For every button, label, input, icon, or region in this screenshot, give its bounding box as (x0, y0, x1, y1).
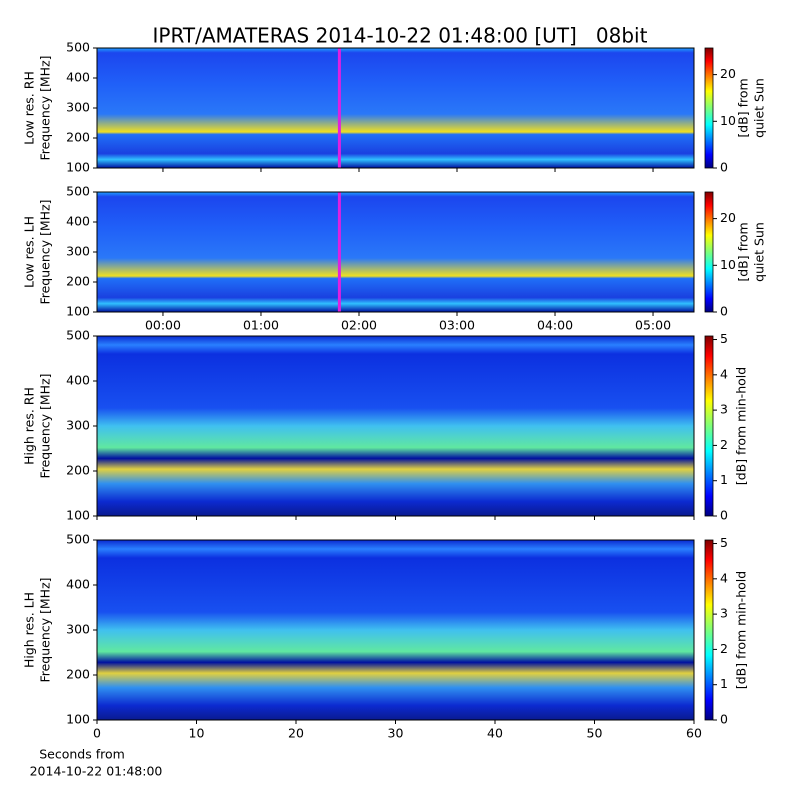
colorbar-label: [dB] from (736, 222, 751, 281)
y-axis-label: Frequency [MHz] (38, 577, 53, 682)
x-tick-label: 04:00 (537, 318, 573, 333)
x-tick-label: 03:00 (439, 318, 475, 333)
x-tick-label: 02:00 (341, 318, 377, 333)
colorbar-label: quiet Sun (752, 78, 767, 138)
colorbar-tick-label: 4 (720, 570, 728, 585)
y-tick-label: 200 (66, 274, 90, 289)
x-axis-label: Seconds from (39, 747, 125, 762)
y-tick-label: 300 (66, 418, 90, 433)
x-tick-label: 20 (288, 726, 304, 741)
y-tick-label: 400 (66, 70, 90, 85)
x-tick-label: 10 (189, 726, 205, 741)
colorbar-tick-label: 0 (720, 160, 728, 175)
y-tick-label: 400 (66, 373, 90, 388)
colorbar (704, 335, 714, 517)
colorbar-tick-label: 20 (720, 210, 736, 225)
y-axis-label: Frequency [MHz] (38, 199, 53, 304)
colorbar (704, 191, 714, 313)
y-axis-label: Frequency [MHz] (38, 55, 53, 160)
x-axis-label: 2014-10-22 01:48:00 (30, 764, 163, 779)
x-tick-label: 50 (587, 726, 603, 741)
figure-title: IPRT/AMATERAS 2014-10-22 01:48:00 [UT] 0… (153, 24, 648, 48)
y-axis-label: Frequency [MHz] (38, 373, 53, 478)
spectrogram (97, 540, 694, 720)
y-tick-label: 500 (66, 532, 90, 547)
y-tick-label: 100 (66, 160, 90, 175)
colorbar-tick-label: 2 (720, 641, 728, 656)
x-tick-label: 00:00 (145, 318, 181, 333)
colorbar-label: [dB] from (736, 78, 751, 137)
colorbar-label: quiet Sun (752, 222, 767, 282)
y-tick-label: 500 (66, 328, 90, 343)
x-tick-label: 01:00 (243, 318, 279, 333)
spectrogram (97, 192, 694, 312)
y-tick-label: 100 (66, 712, 90, 727)
colorbar-tick-label: 10 (720, 257, 736, 272)
spectrogram (97, 48, 694, 168)
colorbar-tick-label: 4 (720, 366, 728, 381)
colorbar (704, 539, 714, 721)
y-tick-label: 400 (66, 214, 90, 229)
y-axis-label: Low res. LH (22, 216, 37, 288)
y-tick-label: 300 (66, 100, 90, 115)
y-tick-label: 400 (66, 577, 90, 592)
colorbar-label: [dB] from min-hold (734, 571, 749, 689)
y-tick-label: 100 (66, 508, 90, 523)
y-tick-label: 300 (66, 622, 90, 637)
y-tick-label: 500 (66, 40, 90, 55)
y-tick-label: 200 (66, 130, 90, 145)
y-tick-label: 200 (66, 463, 90, 478)
x-tick-label: 05:00 (635, 318, 671, 333)
colorbar-tick-label: 0 (720, 508, 728, 523)
x-tick-label: 30 (388, 726, 404, 741)
colorbar-tick-label: 0 (720, 304, 728, 319)
colorbar-tick-label: 20 (720, 66, 736, 81)
x-tick-label: 40 (487, 726, 503, 741)
y-tick-label: 500 (66, 184, 90, 199)
colorbar-tick-label: 0 (720, 712, 728, 727)
y-axis-label: Low res. RH (22, 71, 37, 145)
colorbar-tick-label: 1 (720, 676, 728, 691)
colorbar-tick-label: 5 (720, 535, 728, 550)
x-tick-label: 0 (93, 726, 101, 741)
colorbar-tick-label: 5 (720, 331, 728, 346)
y-axis-label: High res. RH (22, 387, 37, 465)
colorbar-tick-label: 10 (720, 113, 736, 128)
x-tick-label: 60 (686, 726, 702, 741)
colorbar (704, 47, 714, 169)
y-axis-label: High res. LH (22, 592, 37, 668)
colorbar-tick-label: 3 (720, 402, 728, 417)
colorbar-label: [dB] from min-hold (734, 367, 749, 485)
colorbar-tick-label: 2 (720, 437, 728, 452)
y-tick-label: 100 (66, 304, 90, 319)
spectrogram (97, 336, 694, 516)
colorbar-tick-label: 1 (720, 472, 728, 487)
y-tick-label: 300 (66, 244, 90, 259)
colorbar-tick-label: 3 (720, 606, 728, 621)
y-tick-label: 200 (66, 667, 90, 682)
